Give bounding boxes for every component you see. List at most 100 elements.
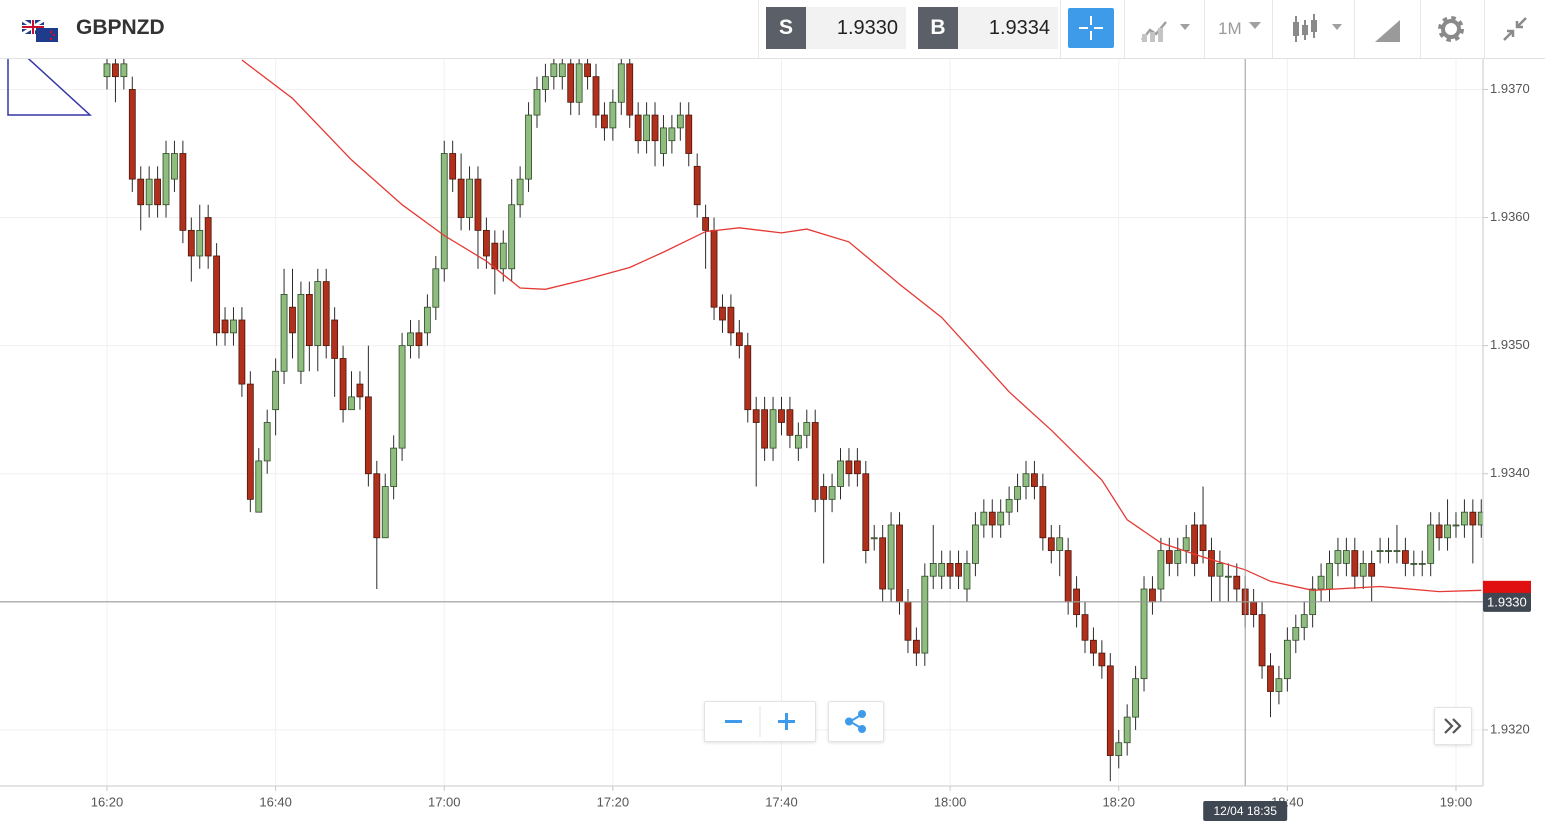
candle-body: [1359, 563, 1367, 577]
candle-body: [1258, 614, 1266, 667]
sell-button[interactable]: S: [766, 7, 806, 49]
candle-body: [550, 63, 558, 78]
candle-body: [1410, 563, 1418, 565]
candle-body: [837, 460, 844, 487]
crosshair-button[interactable]: [1068, 8, 1114, 48]
candle-body: [778, 409, 785, 423]
separator: [1484, 0, 1485, 58]
candle-body: [491, 242, 499, 270]
candle-body: [575, 63, 583, 103]
candle-body: [154, 178, 161, 206]
y-tick-label: 1.9340: [1490, 465, 1530, 480]
candle-body: [305, 294, 313, 347]
candle-body: [1334, 550, 1342, 564]
candle-body: [592, 76, 600, 116]
candle-body: [1031, 473, 1038, 487]
candle-body: [693, 165, 701, 206]
x-tick-label: 17:00: [428, 794, 461, 809]
y-tick-label: 1.9360: [1490, 209, 1530, 224]
candle-body: [803, 422, 811, 436]
candle-body: [946, 563, 954, 577]
zoom-in[interactable]: [778, 713, 795, 730]
ma-price-box: [1483, 580, 1531, 595]
candle-body: [1444, 524, 1451, 539]
candle-body: [364, 396, 372, 475]
x-tick-label: 17:20: [597, 794, 630, 809]
chart-type-button[interactable]: [1138, 14, 1194, 44]
x-tick-label: 19:00: [1440, 794, 1473, 809]
share-button[interactable]: [828, 701, 884, 742]
sell-price[interactable]: 1.9330: [806, 7, 906, 49]
crosshair-time-box: [1203, 801, 1288, 821]
candle-body: [845, 460, 853, 475]
candle-body: [272, 370, 280, 411]
candle-body: [1081, 614, 1089, 641]
candle-body: [390, 447, 398, 487]
buy-button[interactable]: B: [918, 7, 958, 49]
flag-icon: [22, 20, 58, 42]
settings-button[interactable]: [1436, 14, 1466, 44]
candle-body: [988, 511, 996, 526]
separator: [1272, 0, 1273, 58]
timeframe[interactable]: 1M: [1218, 19, 1242, 38]
candle-body: [584, 63, 591, 78]
grid: [0, 59, 1483, 786]
candle-body: [1224, 575, 1232, 578]
candle-body: [1123, 716, 1131, 744]
draw-tool-button[interactable]: [1372, 14, 1404, 46]
candle-body: [558, 63, 566, 78]
last-price-label: 1.9330: [1487, 594, 1527, 609]
candle-body: [904, 601, 912, 641]
candle-body: [710, 229, 718, 308]
candle-body: [213, 255, 221, 334]
candle-body: [423, 306, 431, 334]
candle-body: [196, 229, 204, 257]
candle-body: [794, 434, 802, 449]
candle-body: [1469, 511, 1477, 526]
candle-body: [938, 563, 946, 577]
candle-body: [238, 319, 246, 385]
candle-body: [449, 153, 457, 180]
candle-body: [1014, 486, 1021, 500]
candle-body: [1376, 550, 1384, 552]
candle-body: [1174, 550, 1182, 564]
candle-body: [1435, 524, 1443, 539]
candle-body: [533, 89, 541, 116]
collapse-button[interactable]: [1500, 14, 1530, 44]
candle-body: [719, 306, 726, 321]
candle-body: [1191, 524, 1199, 564]
buy-price[interactable]: 1.9334: [958, 7, 1058, 49]
candle-body: [1208, 550, 1215, 577]
candle-body: [1165, 550, 1173, 564]
candle-body: [187, 229, 195, 257]
candle-body: [601, 114, 608, 129]
candle-body: [1090, 639, 1097, 654]
candle-body: [1283, 639, 1291, 680]
drawn-triangle[interactable]: [7, 38, 92, 116]
candle-body: [1199, 524, 1207, 551]
candle-body: [744, 345, 752, 411]
scroll-to-end[interactable]: [1434, 707, 1472, 745]
candle-body: [297, 294, 305, 372]
candle-body: [280, 294, 288, 372]
candle-body: [322, 281, 330, 347]
candles-button[interactable]: [1290, 12, 1346, 46]
candle-body: [643, 114, 650, 142]
candle-body: [668, 127, 676, 142]
candle-body: [440, 153, 448, 270]
candle-body: [289, 306, 296, 334]
candle-body: [171, 153, 178, 180]
candle-body: [879, 537, 887, 590]
timeframe-caret[interactable]: [1248, 20, 1262, 30]
candle-body: [761, 409, 769, 449]
candle-body: [1393, 550, 1401, 552]
candle-body: [1401, 550, 1409, 564]
candle-body: [1149, 588, 1156, 603]
candle-body: [820, 486, 828, 500]
candle-body: [1418, 563, 1426, 565]
candle-body: [626, 63, 634, 116]
candle-body: [617, 63, 625, 103]
candle-body: [263, 422, 271, 462]
candle-body: [1342, 550, 1350, 564]
